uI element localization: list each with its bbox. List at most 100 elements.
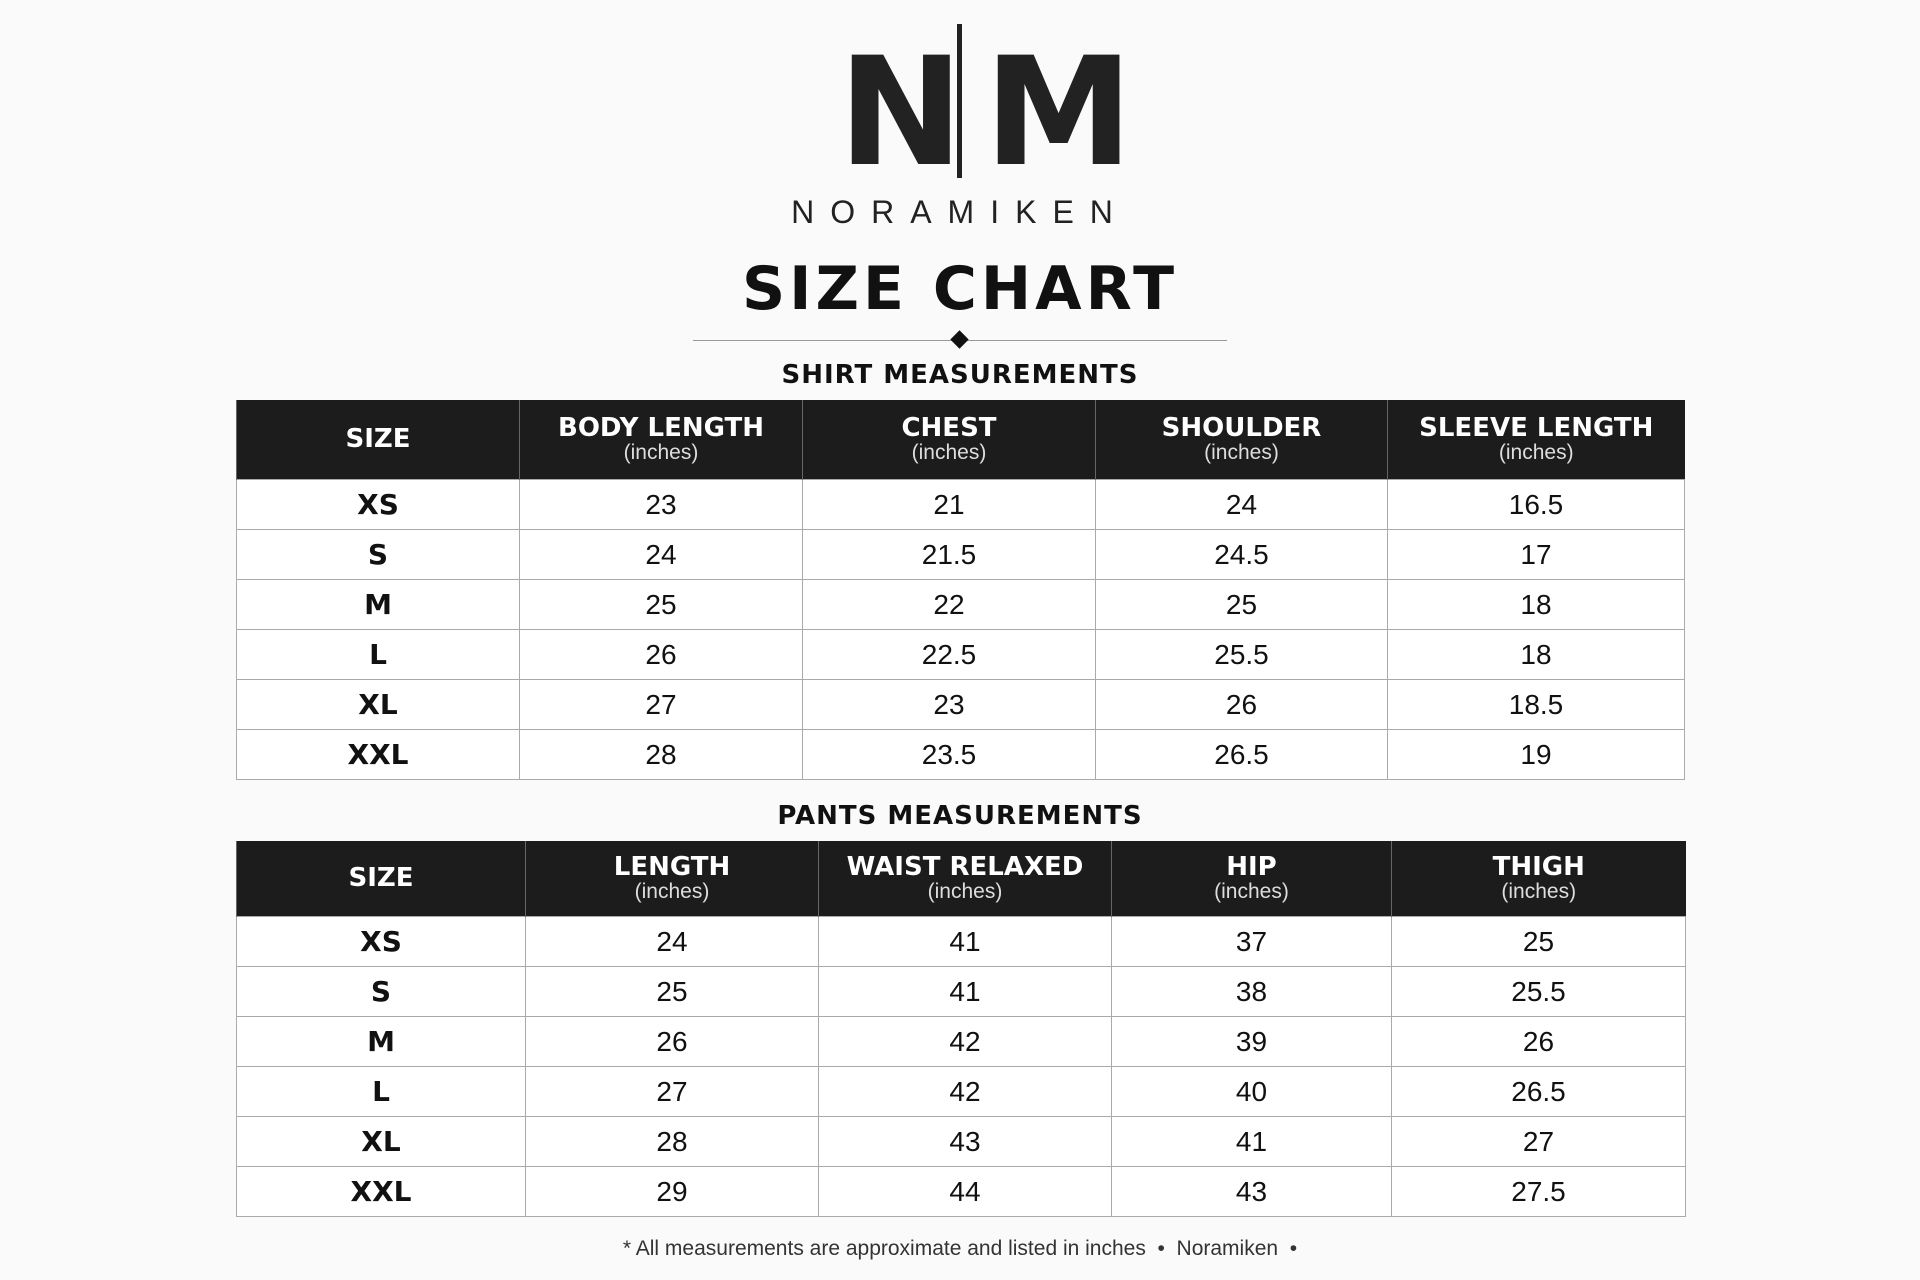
- column-unit: (inches): [927, 880, 1003, 904]
- measure-cell: 22: [802, 579, 1096, 630]
- column-unit: (inches): [623, 441, 699, 465]
- logo-divider: [957, 24, 962, 178]
- measure-cell: 23: [519, 479, 803, 530]
- measure-cell: 29: [525, 1166, 819, 1217]
- table-row: S 25 41 38 25.5: [236, 966, 1686, 1017]
- size-cell: S: [236, 529, 520, 580]
- table-row: S 24 21.5 24.5 17: [236, 529, 1685, 580]
- table-row: XS 24 41 37 25: [236, 916, 1686, 967]
- brand: NORAMIKEN: [791, 194, 1129, 230]
- measure-cell: 24.5: [1095, 529, 1388, 580]
- size-cell: L: [236, 629, 520, 680]
- measure-cell: 23.5: [802, 729, 1096, 780]
- measure-cell: 41: [1111, 1116, 1392, 1167]
- measure-cell: 26: [519, 629, 803, 680]
- size-cell: XS: [236, 916, 526, 967]
- header-row: SIZE LENGTH (inches) WAIST RELAXED (inches) H…: [236, 841, 1686, 917]
- table-row: L 27 42 40 26.5: [236, 1066, 1686, 1117]
- measure-cell: 25: [1095, 579, 1388, 630]
- column-unit: (inches): [634, 880, 710, 904]
- column-header: SIZE: [236, 400, 520, 480]
- title: SIZE CHART: [741, 254, 1179, 324]
- measure-cell: 28: [525, 1116, 819, 1167]
- table-row: XL 27 23 26 18.5: [236, 679, 1685, 730]
- measure-cell: 43: [1111, 1166, 1392, 1217]
- table-row: XL 28 43 41 27: [236, 1116, 1686, 1167]
- size-cell: M: [236, 1016, 526, 1067]
- section-heading: PANTS MEASUREMENTS: [777, 801, 1143, 831]
- header-row: SIZE BODY LENGTH (inches) CHEST (inches) SHOU…: [236, 400, 1685, 480]
- size-cell: M: [236, 579, 520, 630]
- measure-cell: 21: [802, 479, 1096, 530]
- measure-cell: 24: [525, 916, 819, 967]
- measure-cell: 42: [818, 1016, 1112, 1067]
- measure-cell: 18: [1387, 579, 1685, 630]
- measure-cell: 25.5: [1095, 629, 1388, 680]
- measure-cell: 38: [1111, 966, 1392, 1017]
- column-header: WAIST RELAXED (inches): [818, 841, 1112, 917]
- measure-cell: 40: [1111, 1066, 1392, 1117]
- column-label: SIZE: [348, 862, 414, 893]
- measure-cell: 41: [818, 916, 1112, 967]
- measure-cell: 37: [1111, 916, 1392, 967]
- column-header: BODY LENGTH (inches): [519, 400, 803, 480]
- column-label: SIZE: [345, 423, 411, 454]
- table-row: XXL 28 23.5 26.5 19: [236, 729, 1685, 780]
- column-unit: (inches): [1204, 441, 1279, 465]
- column-unit: (inches): [1501, 880, 1577, 904]
- measure-cell: 43: [818, 1116, 1112, 1167]
- column-header: SLEEVE LENGTH (inches): [1387, 400, 1685, 480]
- column-header: SHOULDER (inches): [1095, 400, 1388, 480]
- shirt-table: SIZE BODY LENGTH (inches) CHEST (inches) SHOU…: [236, 400, 1685, 780]
- measure-cell: 27.5: [1391, 1166, 1686, 1217]
- measure-cell: 22.5: [802, 629, 1096, 680]
- column-unit: (inches): [911, 441, 987, 465]
- measure-cell: 25: [1391, 916, 1686, 967]
- measure-cell: 23: [802, 679, 1096, 730]
- measure-cell: 26.5: [1095, 729, 1388, 780]
- column-header: THIGH (inches): [1391, 841, 1686, 917]
- measure-cell: 42: [818, 1066, 1112, 1117]
- measure-cell: 16.5: [1387, 479, 1685, 530]
- column-label: CHEST: [901, 412, 997, 443]
- measure-cell: 28: [519, 729, 803, 780]
- column-header: SIZE: [236, 841, 526, 917]
- measure-cell: 26.5: [1391, 1066, 1686, 1117]
- measure-cell: 27: [519, 679, 803, 730]
- measure-cell: 26: [1095, 679, 1388, 730]
- measure-cell: 27: [1391, 1116, 1686, 1167]
- size-cell: XXL: [236, 729, 520, 780]
- table-row: M 26 42 39 26: [236, 1016, 1686, 1067]
- column-unit: (inches): [1214, 880, 1289, 904]
- column-label: WAIST RELAXED: [846, 851, 1084, 882]
- size-cell: XL: [236, 679, 520, 730]
- column-label: SHOULDER: [1161, 412, 1322, 443]
- column-header: HIP (inches): [1111, 841, 1392, 917]
- logo-right: M: [984, 26, 1134, 200]
- footer-note: * All measurements are approximate and l…: [622, 1237, 1298, 1260]
- column-label: SLEEVE LENGTH: [1419, 412, 1654, 443]
- measure-cell: 25: [525, 966, 819, 1017]
- column-label: HIP: [1226, 851, 1277, 882]
- measure-cell: 25: [519, 579, 803, 630]
- measure-cell: 21.5: [802, 529, 1096, 580]
- size-cell: XS: [236, 479, 520, 530]
- measure-cell: 27: [525, 1066, 819, 1117]
- size-cell: XL: [236, 1116, 526, 1167]
- measure-cell: 18.5: [1387, 679, 1685, 730]
- table-row: XS 23 21 24 16.5: [236, 479, 1685, 530]
- measure-cell: 41: [818, 966, 1112, 1017]
- divider-ornament: [950, 330, 969, 349]
- column-unit: (inches): [1498, 441, 1574, 465]
- column-header: LENGTH (inches): [525, 841, 819, 917]
- measure-cell: 24: [1095, 479, 1388, 530]
- measure-cell: 24: [519, 529, 803, 580]
- size-cell: L: [236, 1066, 526, 1117]
- section-heading: SHIRT MEASUREMENTS: [781, 360, 1139, 390]
- table-row: L 26 22.5 25.5 18: [236, 629, 1685, 680]
- measure-cell: 39: [1111, 1016, 1392, 1067]
- column-label: LENGTH: [613, 851, 731, 882]
- measure-cell: 26: [1391, 1016, 1686, 1067]
- measure-cell: 25.5: [1391, 966, 1686, 1017]
